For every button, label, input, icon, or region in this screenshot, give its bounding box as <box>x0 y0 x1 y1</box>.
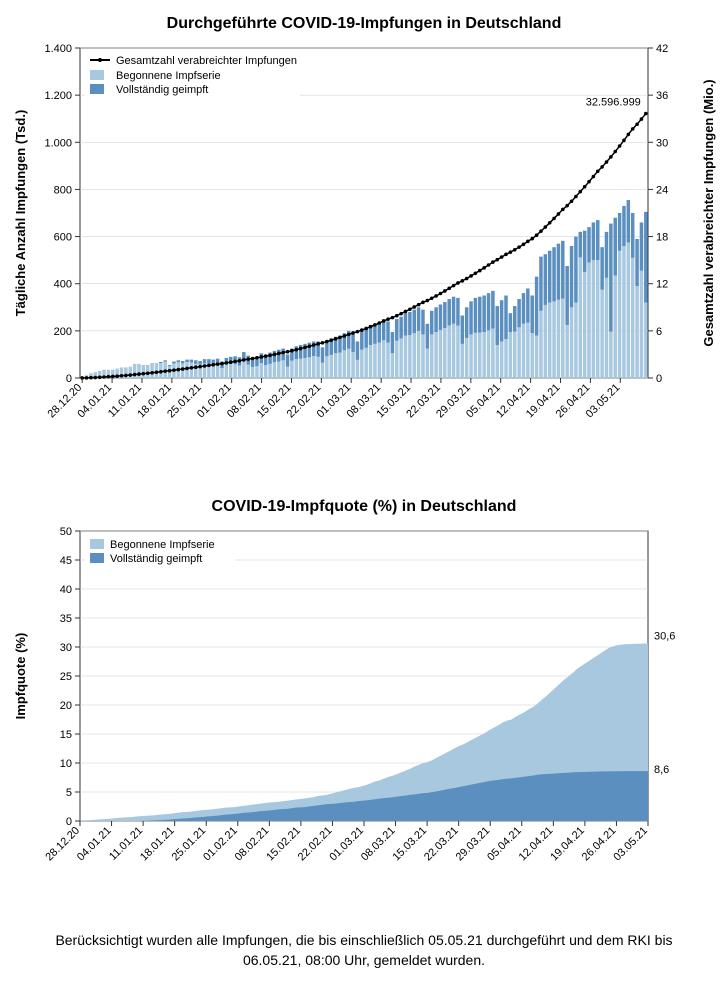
svg-text:Vollständig geimpft: Vollständig geimpft <box>116 84 208 96</box>
svg-text:400: 400 <box>54 279 72 291</box>
svg-text:1.200: 1.200 <box>44 90 72 102</box>
svg-text:03.05.21: 03.05.21 <box>611 825 650 864</box>
svg-text:04.01.21: 04.01.21 <box>75 825 114 864</box>
svg-text:0: 0 <box>66 373 72 385</box>
svg-text:40: 40 <box>60 584 72 596</box>
svg-text:Impfquote (%): Impfquote (%) <box>13 633 28 720</box>
svg-text:1.000: 1.000 <box>44 137 72 149</box>
svg-text:5: 5 <box>66 787 72 799</box>
svg-text:36: 36 <box>656 90 668 102</box>
svg-text:24: 24 <box>656 184 668 196</box>
chart-1-container: Durchgeführte COVID-19-Impfungen in Deut… <box>0 15 728 458</box>
chart-2-svg: 0510152025303540455030,68,628.12.2004.01… <box>0 521 728 901</box>
chart-1-title: Durchgeführte COVID-19-Impfungen in Deut… <box>0 15 728 33</box>
svg-text:800: 800 <box>54 184 72 196</box>
chart-1-svg: 0 0 200 6 400 12 600 18 800 24 1.000 30 1.200 36 1.400… <box>0 38 728 458</box>
svg-text:200: 200 <box>54 326 72 338</box>
svg-text:0: 0 <box>656 373 662 385</box>
svg-text:30: 30 <box>60 642 72 654</box>
svg-text:Gesamtzahl verabreichter Impfu: Gesamtzahl verabreichter Impfungen (Mio.… <box>701 79 716 346</box>
chart-2-title: COVID-19-Impfquote (%) in Deutschland <box>0 498 728 516</box>
svg-text:30: 30 <box>656 137 668 149</box>
svg-text:Tägliche Anzahl Impfungen (Tsd: Tägliche Anzahl Impfungen (Tsd.) <box>13 110 28 317</box>
svg-text:Vollständig geimpft: Vollständig geimpft <box>110 553 202 565</box>
svg-text:45: 45 <box>60 555 72 567</box>
svg-text:10: 10 <box>60 758 72 770</box>
svg-text:30,6: 30,6 <box>654 631 675 643</box>
svg-text:42: 42 <box>656 43 668 55</box>
svg-text:600: 600 <box>54 232 72 244</box>
svg-text:12: 12 <box>656 279 668 291</box>
svg-text:15: 15 <box>60 729 72 741</box>
svg-text:20: 20 <box>60 700 72 712</box>
svg-text:Gesamtzahl verabreichter Impfu: Gesamtzahl verabreichter Impfungen <box>116 55 297 67</box>
footnote: Berücksichtigt wurden alle Impfungen, di… <box>40 931 688 970</box>
svg-text:Begonnene Impfserie: Begonnene Impfserie <box>110 539 215 551</box>
svg-text:Begonnene Impfserie: Begonnene Impfserie <box>116 70 221 82</box>
chart-2-container: COVID-19-Impfquote (%) in Deutschland 05… <box>0 498 728 901</box>
svg-text:35: 35 <box>60 613 72 625</box>
svg-text:8,6: 8,6 <box>654 764 669 776</box>
svg-text:6: 6 <box>656 326 662 338</box>
svg-text:50: 50 <box>60 526 72 538</box>
svg-text:18: 18 <box>656 232 668 244</box>
svg-text:25: 25 <box>60 671 72 683</box>
svg-text:1.400: 1.400 <box>44 43 72 55</box>
svg-text:32.596.999: 32.596.999 <box>586 97 641 109</box>
